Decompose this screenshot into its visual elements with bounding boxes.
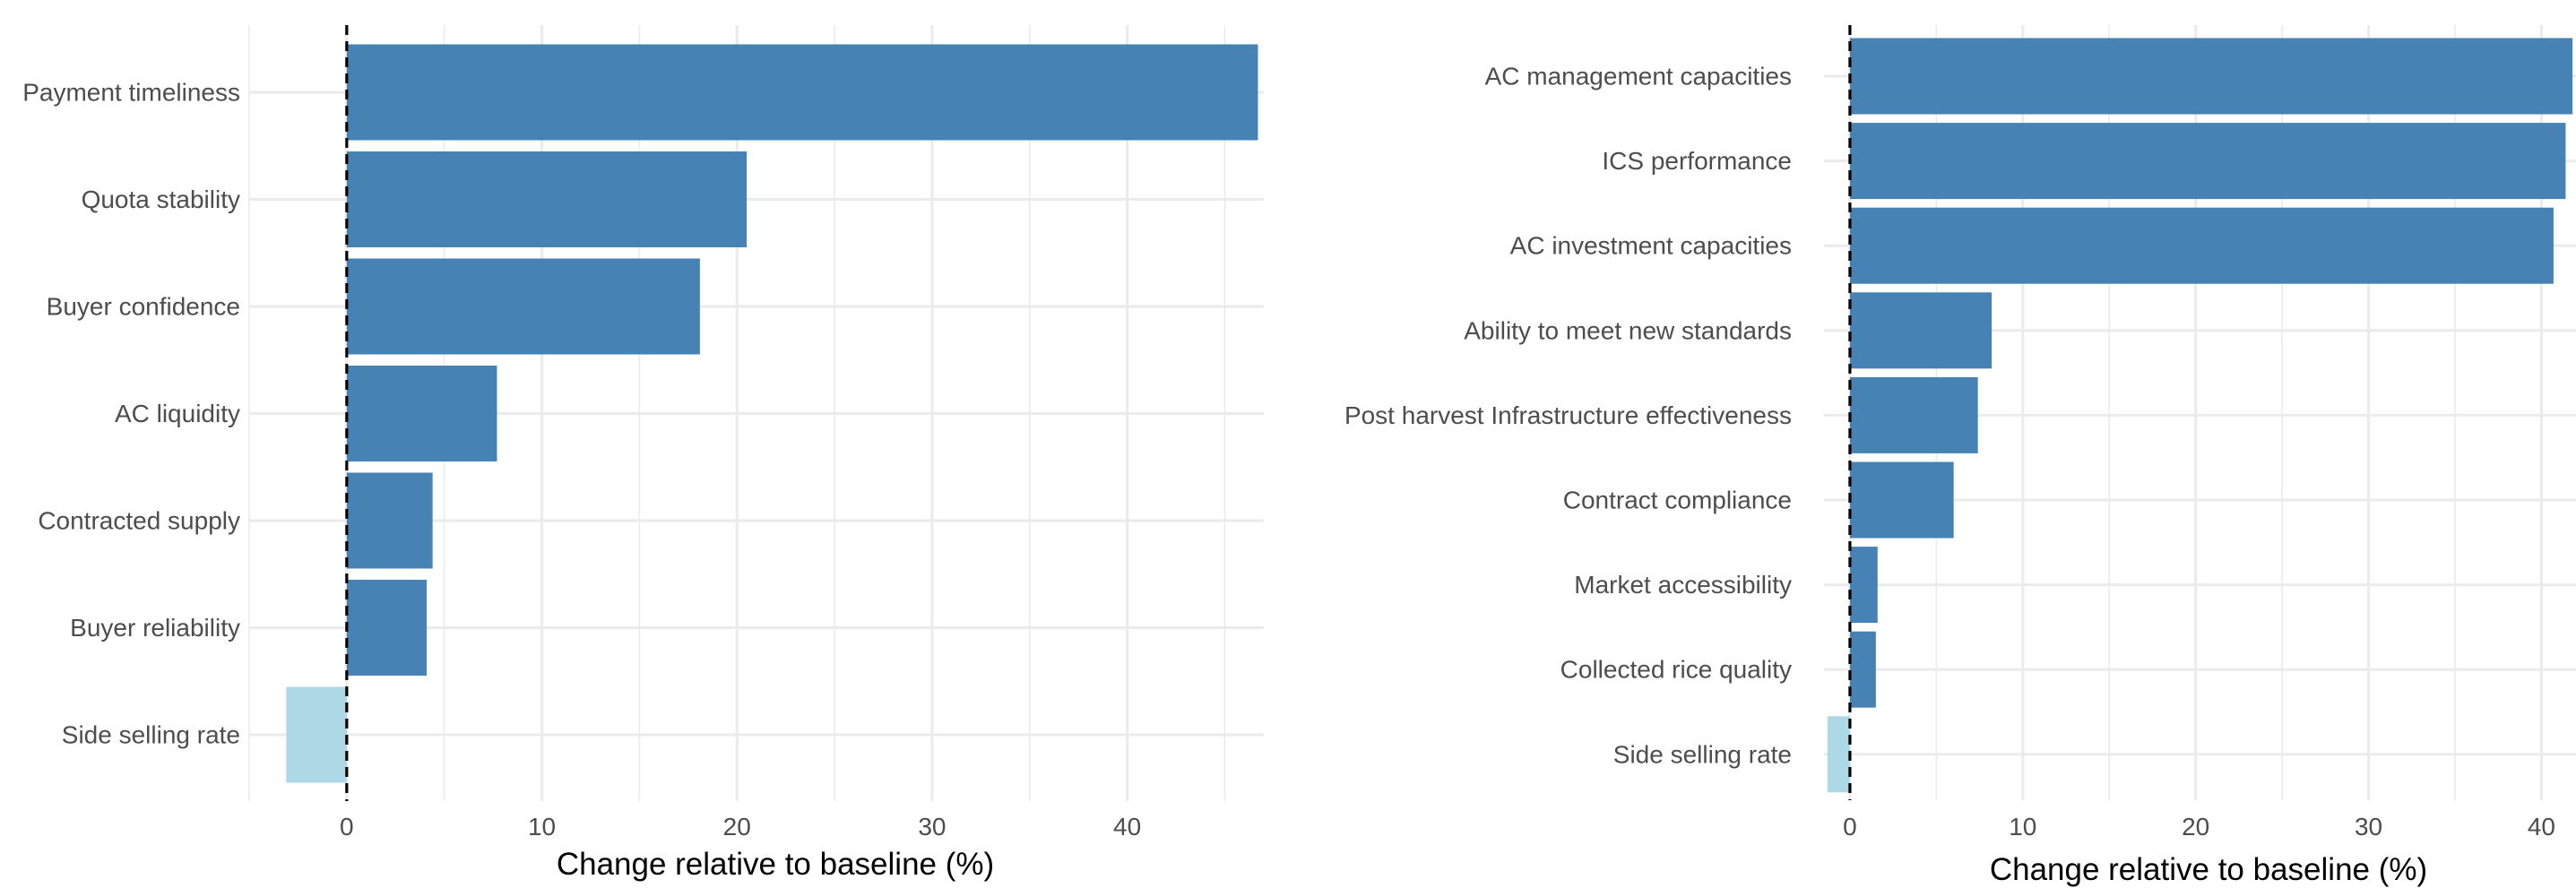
bar-contracted-supply bbox=[346, 472, 433, 569]
bar-ac-management-capacities bbox=[1849, 38, 2573, 115]
bar-buyer-confidence bbox=[346, 258, 700, 355]
category-label: Side selling rate bbox=[1613, 740, 1792, 768]
bar-payment-timeliness bbox=[346, 44, 1258, 141]
category-label: AC investment capacities bbox=[1510, 232, 1792, 260]
category-label: Contract compliance bbox=[1563, 487, 1792, 514]
bar-contract-compliance bbox=[1849, 461, 1954, 539]
x-tick-label: 10 bbox=[528, 813, 556, 841]
bar-side-selling-rate bbox=[1827, 716, 1850, 793]
category-label: Post harvest Infrastructure effectivenes… bbox=[1344, 401, 1792, 429]
category-labels: AC management capacities ICS performance A… bbox=[1344, 63, 1792, 769]
bar-ac-liquidity bbox=[346, 366, 497, 461]
x-tick-label: 20 bbox=[723, 813, 751, 841]
x-axis-title: Change relative to baseline (%) bbox=[1990, 852, 2427, 887]
x-tick-label: 30 bbox=[918, 813, 946, 841]
bars bbox=[286, 44, 1258, 783]
category-label: Buyer confidence bbox=[47, 293, 240, 321]
x-tick-label: 0 bbox=[340, 813, 354, 841]
category-label: Contracted supply bbox=[38, 507, 240, 535]
bar-market-accessibility bbox=[1849, 547, 1878, 624]
category-label: AC management capacities bbox=[1485, 63, 1792, 91]
category-label: Collected rice quality bbox=[1560, 656, 1792, 684]
bar-buyer-reliability bbox=[346, 580, 428, 676]
right-bar-chart: AC management capacities ICS performance A… bbox=[1344, 25, 2576, 887]
bar-ability-to-meet-new-standards bbox=[1849, 292, 1993, 369]
left-bar-chart: Payment timeliness Quota stability Buyer c… bbox=[22, 25, 1264, 882]
x-tick-label: 10 bbox=[2009, 813, 2036, 841]
bar-post-harvest-infrastructure-effectiveness bbox=[1849, 376, 1978, 453]
category-label: Side selling rate bbox=[62, 721, 240, 749]
category-label: Payment timeliness bbox=[22, 79, 240, 107]
x-axis-title: Change relative to baseline (%) bbox=[557, 847, 994, 882]
x-tick-label: 30 bbox=[2355, 813, 2382, 841]
bar-side-selling-rate bbox=[286, 686, 347, 783]
category-label: Ability to meet new standards bbox=[1464, 316, 1792, 344]
x-tick-label: 20 bbox=[2182, 813, 2209, 841]
bar-ics-performance bbox=[1849, 123, 2566, 200]
bar-quota-stability bbox=[346, 151, 748, 247]
x-tick-labels: 0 10 20 30 40 bbox=[340, 813, 1141, 841]
category-label: Quota stability bbox=[82, 185, 240, 213]
bars bbox=[1827, 38, 2573, 793]
category-label: ICS performance bbox=[1602, 147, 1792, 175]
category-labels: Payment timeliness Quota stability Buyer c… bbox=[22, 79, 240, 749]
x-tick-label: 40 bbox=[1113, 813, 1141, 841]
category-label: Buyer reliability bbox=[70, 614, 240, 642]
bar-collected-rice-quality bbox=[1849, 631, 1876, 708]
bar-ac-investment-capacities bbox=[1849, 207, 2554, 284]
category-label: AC liquidity bbox=[115, 400, 240, 427]
x-tick-label: 0 bbox=[1843, 813, 1857, 841]
x-tick-label: 40 bbox=[2528, 813, 2555, 841]
x-tick-labels: 0 10 20 30 40 bbox=[1843, 813, 2555, 841]
category-label: Market accessibility bbox=[1574, 571, 1792, 599]
